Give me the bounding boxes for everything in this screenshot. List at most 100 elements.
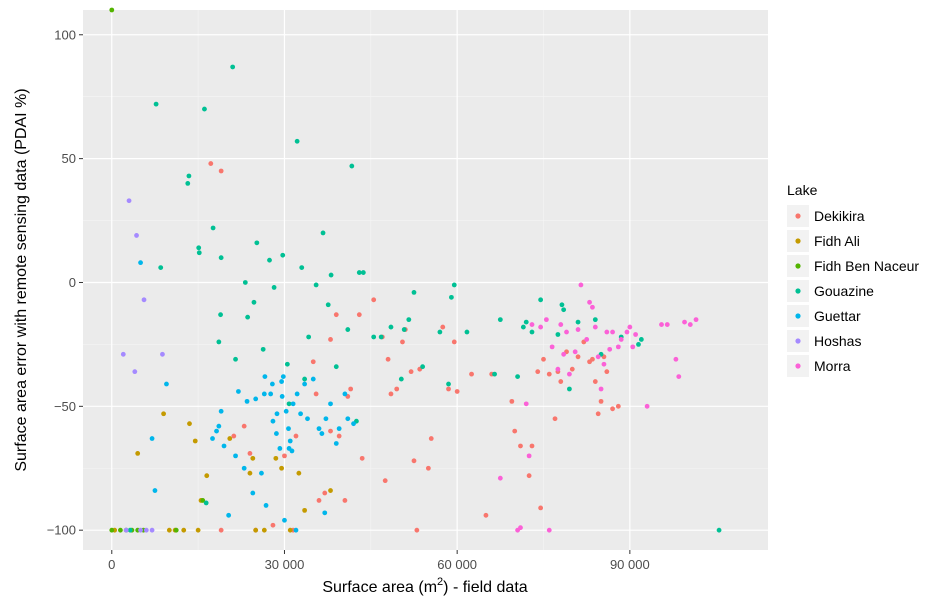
point-morra	[538, 324, 544, 330]
point-gouazine	[398, 376, 404, 382]
point-hoshas	[143, 527, 149, 533]
point-fidh-ali	[192, 438, 198, 444]
point-guettar	[241, 465, 247, 471]
y-tick-label: −100	[47, 523, 76, 538]
point-fidh-ali	[296, 470, 302, 476]
point-morra	[610, 329, 615, 335]
point-hoshas	[138, 527, 143, 533]
point-gouazine	[523, 319, 529, 325]
legend-label: Gouazine	[814, 283, 874, 299]
legend-item-dekikira: Dekikira	[787, 205, 865, 227]
point-gouazine	[492, 371, 497, 377]
point-guettar	[280, 374, 286, 380]
point-morra	[687, 322, 693, 327]
legend-item-fidh-ben-naceur: Fidh Ben Naceur	[787, 255, 919, 277]
point-morra	[604, 329, 610, 335]
point-dekikira	[526, 473, 532, 479]
point-guettar	[305, 416, 310, 422]
series-dekikira	[208, 161, 621, 533]
point-gouazine	[158, 265, 164, 271]
point-gouazine	[280, 252, 286, 258]
point-guettar	[286, 426, 291, 432]
x-tick-labels: 0 30 000 60 000 90 000	[108, 557, 650, 572]
point-dekikira	[518, 443, 523, 449]
point-dekikira	[483, 512, 489, 518]
point-guettar	[279, 394, 285, 399]
point-guettar	[283, 408, 289, 414]
point-guettar	[164, 381, 169, 387]
point-gouazine	[345, 327, 351, 332]
point-fidh-ali	[279, 465, 284, 471]
point-morra	[601, 361, 607, 367]
point-gouazine	[567, 386, 572, 392]
point-morra	[595, 354, 601, 360]
point-gouazine	[299, 265, 305, 271]
y-tick-label: 50	[62, 151, 76, 166]
point-dekikira	[218, 168, 224, 174]
point-gouazine	[203, 500, 209, 506]
point-dekikira	[552, 416, 558, 422]
point-morra	[523, 401, 529, 407]
legend-marker	[795, 238, 801, 244]
point-morra	[543, 317, 549, 323]
point-guettar	[274, 431, 279, 436]
point-dekikira	[595, 411, 601, 417]
point-gouazine	[245, 314, 251, 320]
point-gouazine	[497, 317, 503, 323]
data-points	[109, 7, 722, 533]
point-fidh-ali	[261, 527, 267, 533]
point-guettar	[236, 389, 241, 394]
point-gouazine	[561, 307, 567, 313]
point-guettar	[345, 416, 351, 422]
x-axis-title: Surface area (m2) - field data	[322, 576, 527, 596]
point-gouazine	[196, 245, 202, 251]
point-morra	[624, 329, 630, 335]
y-tick-label: −50	[54, 399, 76, 414]
point-morra	[526, 453, 532, 459]
point-fidh-ali	[195, 527, 201, 533]
point-morra	[584, 337, 590, 342]
point-dekikira	[408, 369, 414, 375]
point-guettar	[316, 426, 322, 432]
point-gouazine	[446, 381, 451, 387]
grid-major	[83, 10, 768, 550]
point-gouazine	[185, 180, 191, 186]
x-tick-label: 30 000	[265, 557, 305, 572]
point-dekikira	[414, 527, 420, 533]
point-gouazine	[218, 312, 223, 318]
point-dekikira	[425, 465, 431, 471]
point-guettar	[214, 428, 219, 434]
point-gouazine	[420, 364, 426, 370]
point-dekikira	[575, 354, 581, 360]
legend-label: Guettar	[814, 308, 861, 324]
point-guettar	[287, 438, 293, 444]
point-dekikira	[313, 391, 319, 397]
point-guettar	[253, 396, 259, 402]
point-fidh-ben-naceur	[200, 498, 206, 503]
point-guettar	[270, 418, 276, 424]
point-morra	[627, 324, 633, 330]
point-fidh-ali	[181, 527, 187, 533]
legend-label: Hoshas	[814, 333, 861, 349]
point-fidh-ali	[204, 473, 210, 479]
point-gouazine	[437, 329, 443, 335]
x-tick-label: 60 000	[437, 557, 477, 572]
point-dekikira	[322, 490, 328, 496]
point-morra	[564, 329, 569, 335]
point-morra	[590, 304, 595, 310]
point-hoshas	[141, 297, 147, 303]
legend-marker	[795, 288, 801, 294]
point-guettar	[298, 411, 303, 417]
point-morra	[693, 317, 699, 323]
point-hoshas	[132, 369, 138, 375]
point-dekikira	[428, 436, 434, 441]
point-guettar	[277, 446, 283, 451]
y-tick-label: 0	[69, 275, 76, 290]
point-hoshas	[126, 198, 132, 204]
point-guettar	[302, 381, 308, 387]
point-morra	[673, 356, 679, 362]
point-morra	[644, 403, 650, 409]
point-guettar	[268, 391, 274, 397]
point-fidh-ali	[187, 421, 192, 427]
point-dekikira	[509, 398, 515, 404]
